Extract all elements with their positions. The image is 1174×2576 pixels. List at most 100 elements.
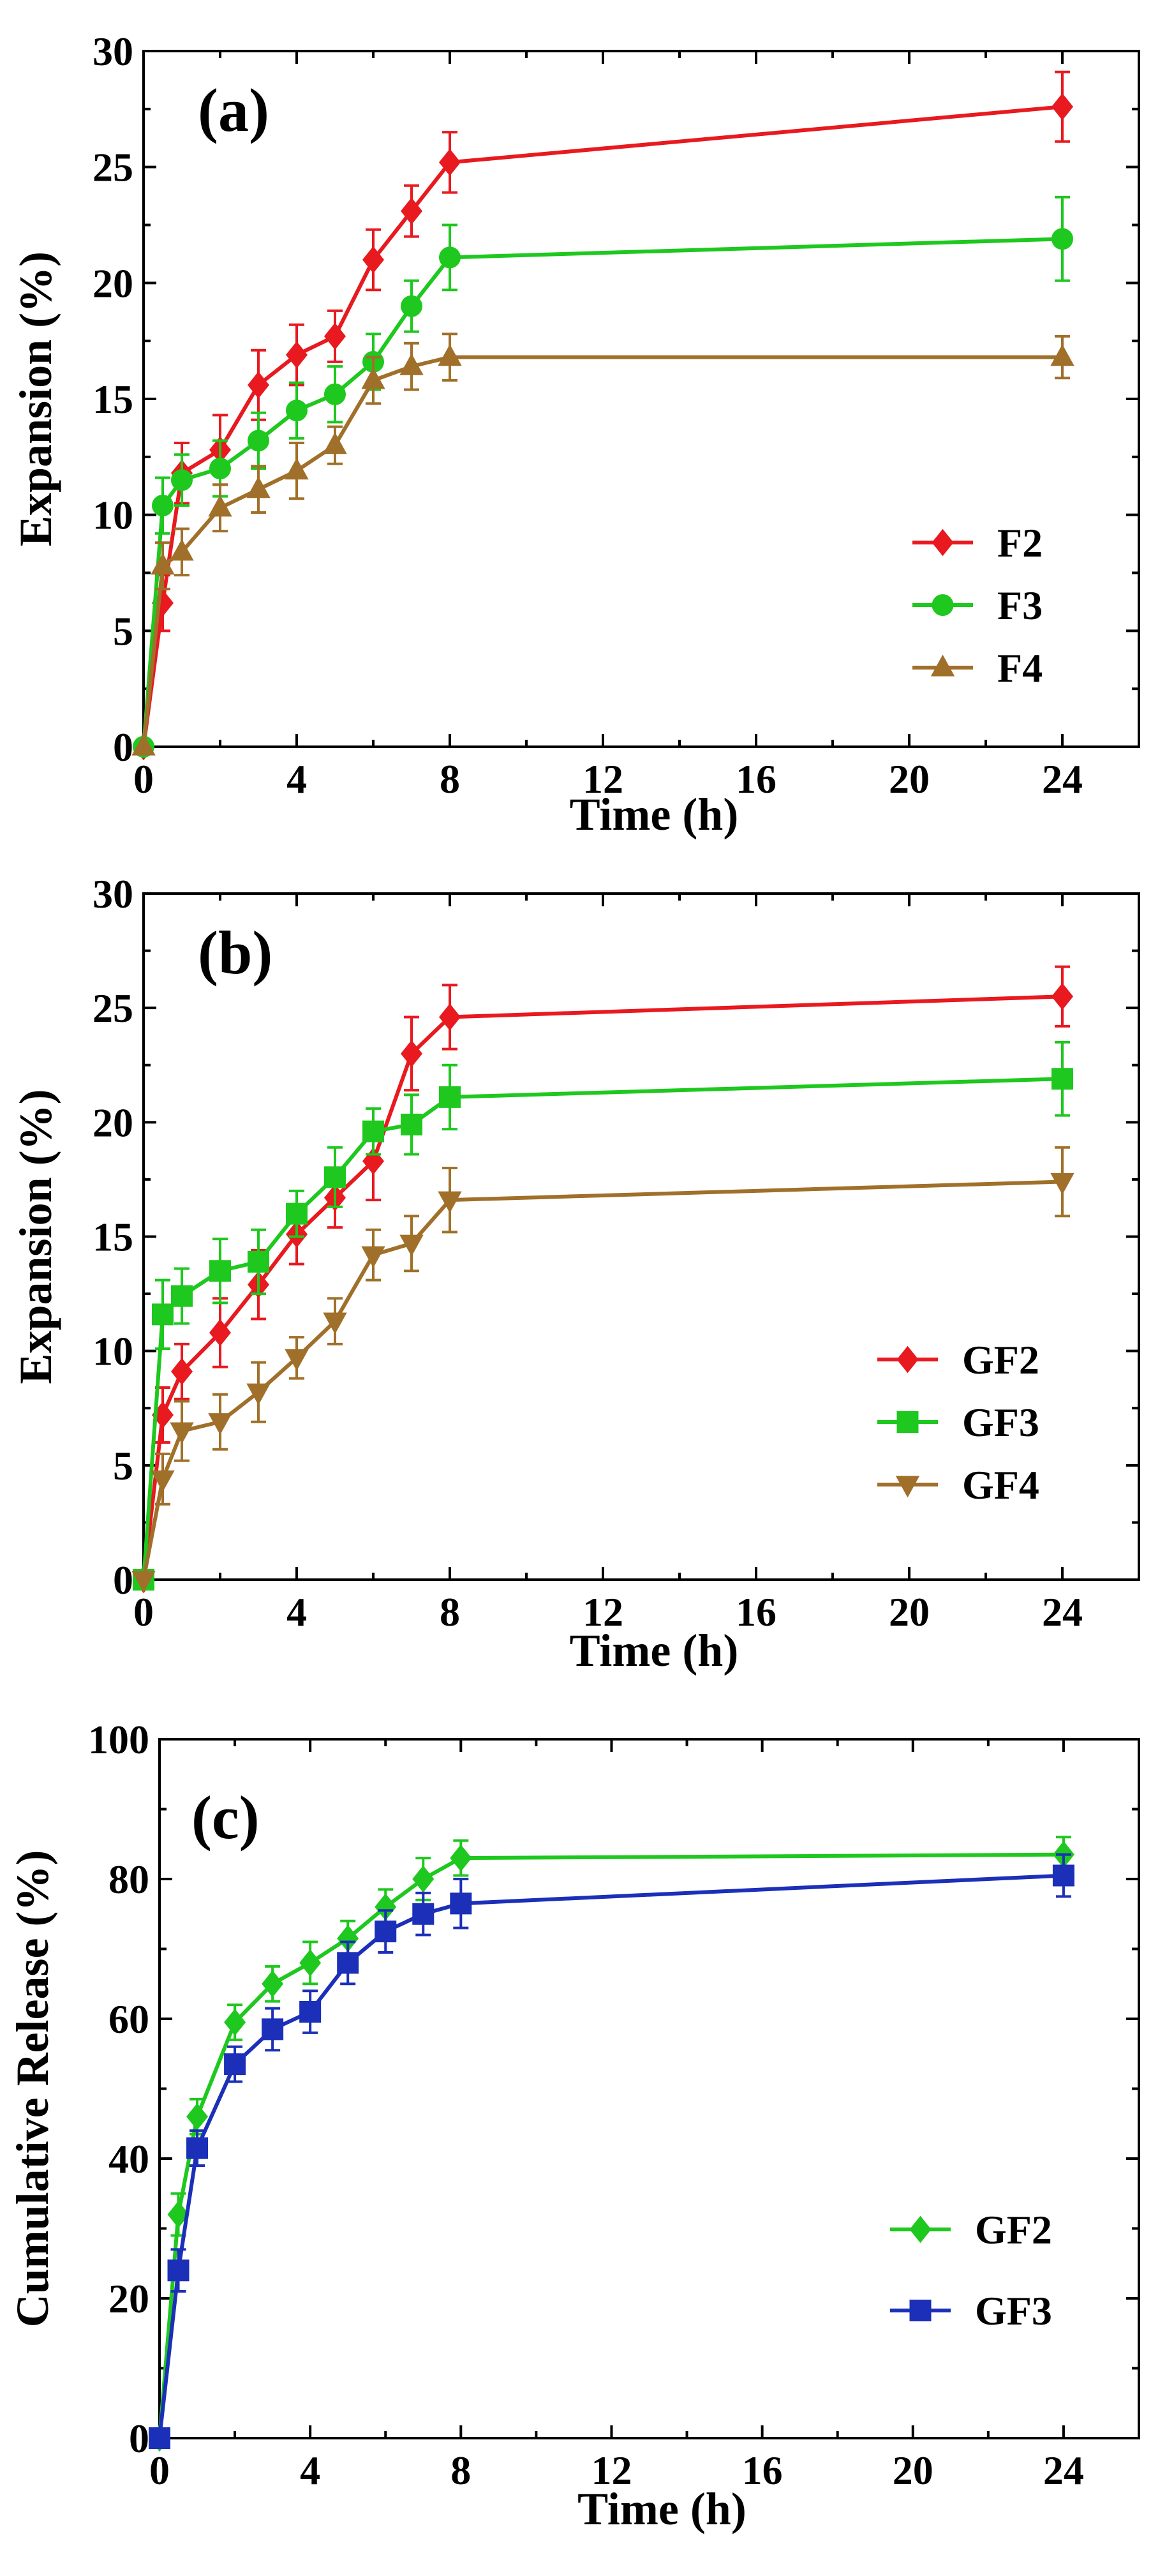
series-line [142,355,1062,747]
data-point [171,1285,193,1307]
data-point [131,733,156,756]
chart-panel-2: 0 4 8 12 16 20 24 0 5 10 15 20 25 30 Time (h) Expansion… [10,871,1140,1676]
x-axis-label: Time (h) [570,789,739,840]
y-tick-label: 0 [129,2416,149,2461]
data-point [286,1202,308,1225]
legend-marker [932,528,954,557]
legend-marker [930,654,955,677]
legend-label: F3 [997,583,1043,628]
data-point [286,400,308,422]
y-tick-label: 30 [93,871,133,917]
data-point [152,1303,174,1326]
y-tick-label: 15 [93,1215,133,1260]
data-point [323,1312,347,1335]
data-point [401,295,422,317]
series-F2 [133,70,1073,761]
y-tick-label: 25 [93,145,133,190]
legend-entry-GF3: GF3 [877,1400,1039,1445]
y-tick-label: 0 [113,1557,133,1603]
y-tick-label: 10 [93,493,133,538]
data-point [401,1113,422,1135]
x-tick-label: 16 [736,1589,776,1635]
y-tick-label: 60 [108,1996,149,2042]
legend-label: F4 [997,645,1043,691]
series-F3 [133,195,1073,758]
x-tick-label: 12 [591,2448,632,2493]
data-point [246,476,271,498]
x-tick-label: 24 [1042,1589,1083,1635]
x-tick-label: 12 [583,1589,623,1635]
legend-marker [909,2300,932,2321]
data-point [167,2259,189,2282]
data-point [299,2001,322,2023]
legend-label: GF4 [962,1462,1039,1508]
data-point [286,341,308,369]
x-tick-label: 4 [300,2448,320,2493]
data-point [439,149,461,176]
data-point [324,383,346,405]
y-tick-label: 40 [108,2136,149,2182]
legend-marker [896,1411,919,1433]
legend-entry-GF4: GF4 [877,1462,1039,1508]
y-tick-label: 5 [113,1443,133,1488]
y-axis-label: Cumulative Release (%) [7,1850,58,2328]
legend-marker [896,1345,919,1374]
panel-label: (b) [198,918,272,987]
x-tick-label: 20 [889,756,930,802]
series-line [158,1873,1064,2439]
legend-entry-F2: F2 [912,520,1043,565]
data-point [401,1040,422,1068]
data-point [439,1003,461,1031]
data-point [186,2103,209,2130]
x-tick-label: 8 [440,1589,460,1635]
x-axis-label: Time (h) [570,1625,739,1676]
x-tick-label: 8 [440,756,460,802]
legend-label: GF2 [975,2207,1052,2252]
x-tick-label: 20 [893,2448,933,2493]
series-GF2 [133,965,1073,1594]
data-point [401,197,422,225]
data-point [224,2053,246,2076]
data-point [450,1844,472,1872]
y-tick-label: 20 [108,2276,149,2321]
y-tick-label: 80 [108,1857,149,1902]
y-tick-label: 0 [113,724,133,770]
series-GF3 [149,1853,1074,2449]
data-point [324,322,346,350]
data-point [186,2137,209,2159]
data-point [1051,1068,1073,1090]
data-point [1051,983,1073,1010]
data-point [1051,228,1073,250]
data-point [337,1952,359,1974]
data-point [361,367,385,389]
data-point [149,2427,170,2449]
data-point [439,246,461,269]
series-line [142,1077,1063,1580]
series-line [142,237,1063,747]
plot-frame [142,50,1140,748]
legend-entry-GF2: GF2 [877,1337,1039,1382]
x-tick-label: 12 [583,756,623,802]
data-point [262,2018,284,2041]
legend-entry-F3: F3 [912,583,1043,628]
data-point [152,495,174,517]
data-point [438,344,462,366]
data-point [246,1383,271,1405]
data-point [248,1250,269,1273]
legend-marker [932,594,954,616]
series-line [142,105,1063,747]
data-point [285,1349,309,1371]
y-tick-label: 20 [93,1100,133,1145]
y-tick-label: 25 [93,985,133,1031]
data-point [285,458,309,480]
x-tick-label: 0 [133,1589,154,1635]
series-F4 [131,333,1074,756]
y-tick-label: 20 [93,260,133,306]
x-tick-label: 4 [286,1589,307,1635]
y-tick-label: 30 [93,29,133,74]
panel-label: (a) [198,76,269,144]
x-tick-label: 0 [133,756,154,802]
legend-entry-GF2: GF2 [890,2207,1052,2252]
data-point [375,1893,397,1921]
data-point [248,371,269,399]
